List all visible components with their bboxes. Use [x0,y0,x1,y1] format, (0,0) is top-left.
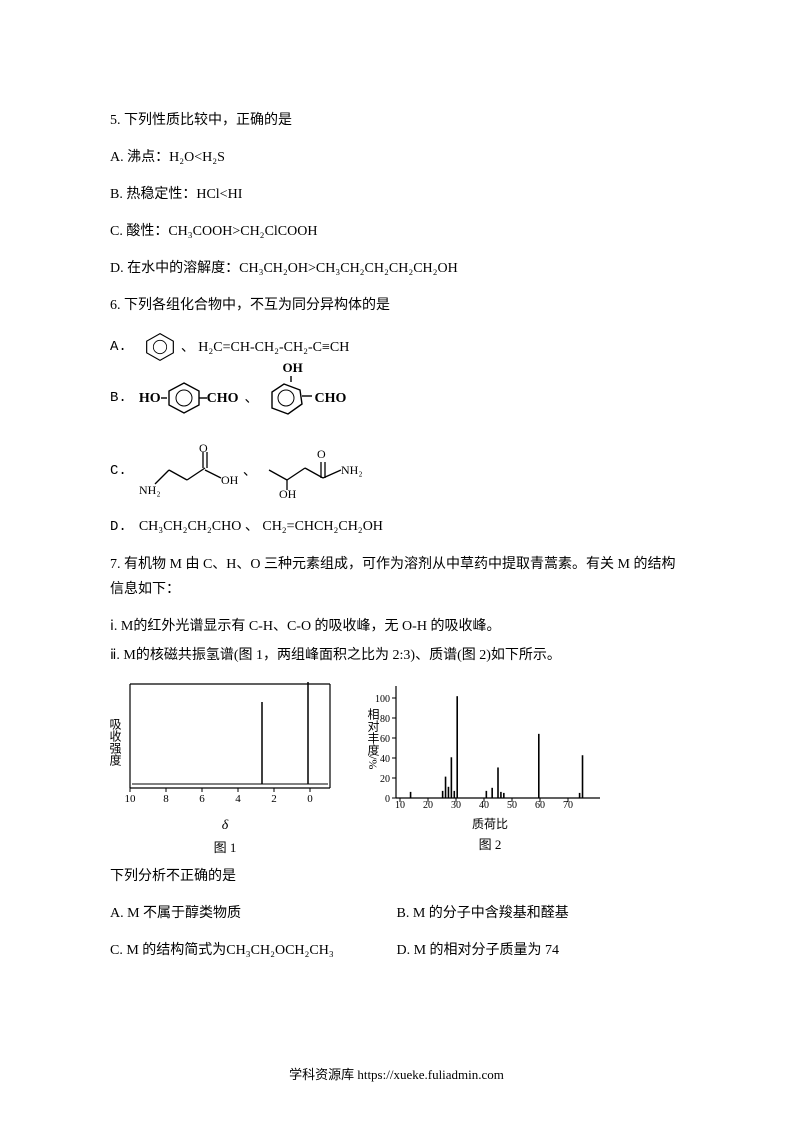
benzene-ring-icon [264,376,314,420]
q6-a-tail: 、 H₂C=CH-CH₂-CH₂-C≡CH [181,337,350,358]
o-label: O [317,447,326,461]
q6-d-label: D. [110,519,127,535]
mass-spectrum-chart: 02040608010010203040506070 [370,678,610,808]
chart2-xlabel: 质荷比 [370,815,610,833]
q5-opt-d: D. 在水中的溶解度：CH₃CH₂OH>CH₃CH₂CH₂CH₂CH₂OH [110,258,683,279]
svg-text:10: 10 [125,793,137,805]
svg-text:30: 30 [451,800,461,808]
footer-text: 学科资源库 https://xueke.fuliadmin.com [0,1065,793,1085]
q5-stem: 5. 下列性质比较中，正确的是 [110,110,683,131]
q6-a-label: A. [110,337,127,358]
q5-c-label: C. 酸性： [110,224,168,239]
q7-info2: ⅱ. M的核磁共振氢谱(图 1，两组峰面积之比为 2:3)、质谱(图 2)如下所… [110,645,683,666]
q6-opt-d: D. CH₃CH₂CH₂CHO 、 CH₂=CHCH₂CH₂OH [110,516,683,538]
q7-c-formula: CH₃CH₂OCH₂CH₃ [226,943,333,958]
q5-opt-c: C. 酸性：CH₃COOH>CH₂ClCOOH [110,221,683,242]
q6-stem: 6. 下列各组化合物中，不互为同分异构体的是 [110,295,683,316]
q7-opt-c: C. M 的结构简式为CH₃CH₂OCH₂CH₃ [110,940,397,961]
chart2-caption: 图 2 [370,835,610,855]
svg-text:50: 50 [507,800,517,808]
svg-text:6: 6 [199,793,205,805]
q7-opt-b: B. M 的分子中含羧基和醛基 [397,903,684,924]
chart2-box: 相对丰度/% 02040608010010203040506070 质荷比 图 … [370,678,610,858]
chart2-ylabel: 相对丰度/% [364,708,382,769]
q5-d-formula: CH₃CH₂OH>CH₃CH₂CH₂CH₂CH₂OH [239,261,458,276]
q7-c-label: C. M 的结构简式为 [110,943,226,958]
q6-c-label: C. [110,461,127,482]
charts-row: 吸收强度 1086420 δ 图 1 相对丰度/% 02040608010010… [110,678,683,858]
q5-c-formula: CH₃COOH>CH₂ClCOOH [168,224,317,239]
nmr-chart: 10 8 6 4 2 0 [110,678,340,808]
q6-opt-a: A. 、 H₂C=CH-CH₂-CH₂-C≡CH [110,332,683,362]
q6-b-left-suffix: CHO [207,388,239,409]
chart1-xlabel: δ [222,818,229,833]
chart1-ylabel: 吸收强度 [106,718,124,766]
svg-text:0: 0 [385,794,390,805]
q6-b-sep: 、 [244,388,258,409]
hydroxy-amide-structure-icon: OH O NH₂ [261,444,371,498]
q7-post: 下列分析不正确的是 [110,866,683,887]
o-label: O [199,444,208,455]
svg-text:2: 2 [271,793,277,805]
amino-acid-structure-icon: NH₂ O OH [139,444,239,498]
oh-label: OH [279,487,297,498]
q7-opt-d: D. M 的相对分子质量为 74 [397,940,684,961]
svg-text:10: 10 [395,800,405,808]
svg-text:20: 20 [423,800,433,808]
q5-a-label: A. 沸点： [110,150,169,165]
svg-text:70: 70 [563,800,573,808]
svg-text:0: 0 [307,793,313,805]
q5-b-formula: HCl<HI [196,187,242,202]
q7-stem2: 信息如下： [110,579,683,600]
chart1-caption: 图 1 [110,838,340,858]
chart1-box: 吸收强度 1086420 δ 图 1 [110,678,340,858]
svg-text:20: 20 [380,774,390,785]
benzene-ring-icon [161,379,207,417]
q6-b-label: B. [110,388,127,409]
q5-opt-a: A. 沸点：H₂O<H₂S [110,147,683,168]
svg-text:40: 40 [479,800,489,808]
q7-stem: 7. 有机物 M 由 C、H、O 三种元素组成，可作为溶剂从中草药中提取青蒿素。… [110,554,683,575]
benzene-icon [143,332,177,362]
q5-b-label: B. 热稳定性： [110,187,196,202]
q5-opt-b: B. 热稳定性：HCl<HI [110,184,683,205]
q7-opt-a: A. M 不属于醇类物质 [110,903,397,924]
svg-text:4: 4 [235,793,241,805]
nh2-label: NH₂ [139,483,161,497]
q7-info1: ⅰ. M的红外光谱显示有 C-H、C-O 的吸收峰，无 O-H 的吸收峰。 [110,616,683,637]
nh2-label: NH₂ [341,463,363,477]
q6-b-left-prefix: HO [139,388,161,409]
q6-c-sep: 、 [243,461,257,482]
svg-text:8: 8 [163,793,169,805]
q6-opt-c: C. NH₂ O OH 、 OH O NH₂ [110,444,683,498]
svg-text:100: 100 [375,694,390,705]
oh-label: OH [221,473,239,487]
svg-text:60: 60 [535,800,545,808]
q6-b-right-suffix: CHO [314,388,346,409]
q7-options: A. M 不属于醇类物质 B. M 的分子中含羧基和醛基 C. M 的结构简式为… [110,903,683,977]
q5-d-label: D. 在水中的溶解度： [110,261,239,276]
q6-opt-b: B. HO CHO 、 OH CHO [110,376,683,420]
q6-d-formula: CH₃CH₂CH₂CHO 、 CH₂=CHCH₂CH₂OH [139,519,383,534]
q5-a-formula: H₂O<H₂S [169,150,225,165]
q6-b-right-top: OH [282,358,302,378]
